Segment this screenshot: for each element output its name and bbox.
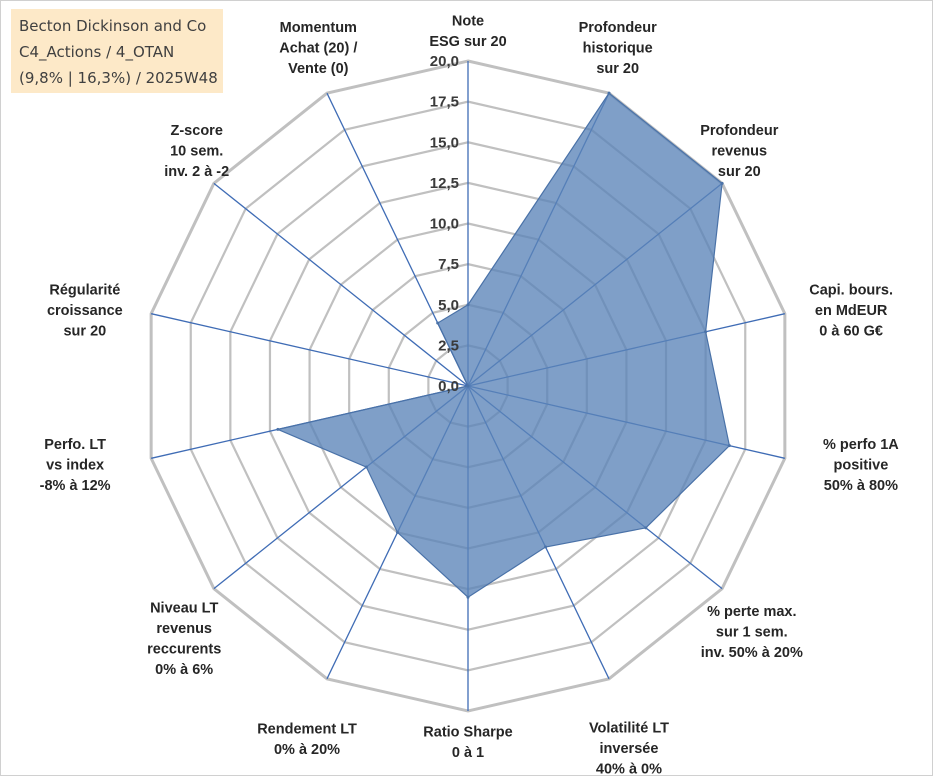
series-area	[275, 92, 731, 599]
tick-label: 17,5	[430, 94, 459, 111]
data-point	[466, 595, 470, 599]
axis-label: Niveau LT revenus reccurents 0% à 6%	[147, 600, 221, 678]
axis-spoke	[151, 313, 469, 387]
tick-label: 7,5	[438, 256, 459, 273]
data-point	[607, 91, 611, 95]
axis-label: Profondeur historique sur 20	[579, 20, 657, 77]
data-point	[727, 444, 731, 448]
tick-label: 2,5	[438, 337, 459, 354]
data-point	[466, 384, 470, 388]
title-params: (9,8% | 16,3%) / 2025W48	[19, 69, 218, 87]
chart-title-box: Becton Dickinson and Co C4_Actions / 4_O…	[11, 9, 223, 93]
axis-label: Volatilité LT inversée 40% à 0%	[589, 721, 669, 777]
title-company: Becton Dickinson and Co	[19, 17, 207, 35]
axis-label: Rendement LT 0% à 20%	[257, 722, 357, 759]
data-point	[644, 526, 648, 530]
data-point	[276, 427, 280, 431]
data-point	[544, 545, 548, 549]
tick-label: 5,0	[438, 297, 459, 314]
tick-label: 0,0	[438, 378, 459, 395]
axis-label: Capi. bours. en MdEUR 0 à 60 G€	[809, 282, 893, 339]
axis-label: Momentum Achat (20) / Vente (0)	[279, 20, 357, 77]
axis-label: Régularité croissance sur 20	[47, 282, 123, 339]
data-point	[720, 181, 724, 185]
data-point	[364, 465, 368, 469]
data-point	[466, 303, 470, 307]
axis-label: Profondeur revenus sur 20	[700, 123, 778, 180]
tick-label: 12,5	[430, 175, 459, 192]
axis-label: Ratio Sharpe 0 à 1	[423, 724, 512, 761]
title-category: C4_Actions / 4_OTAN	[19, 43, 175, 61]
data-point	[395, 530, 399, 534]
data-point	[436, 321, 440, 325]
axis-label: Perfo. LT vs index -8% à 12%	[40, 437, 111, 494]
axis-label: Note ESG sur 20	[429, 13, 506, 50]
tick-label: 15,0	[430, 134, 459, 151]
data-point	[704, 330, 708, 334]
axis-spoke	[213, 182, 469, 387]
axis-label: % perte max. sur 1 sem. inv. 50% à 20%	[701, 604, 803, 661]
tick-label: 20,0	[430, 53, 459, 70]
axis-label: Z-score 10 sem. inv. 2 à -2	[164, 123, 229, 180]
axis-label: % perfo 1A positive 50% à 80%	[823, 437, 899, 494]
tick-label: 10,0	[430, 216, 459, 233]
